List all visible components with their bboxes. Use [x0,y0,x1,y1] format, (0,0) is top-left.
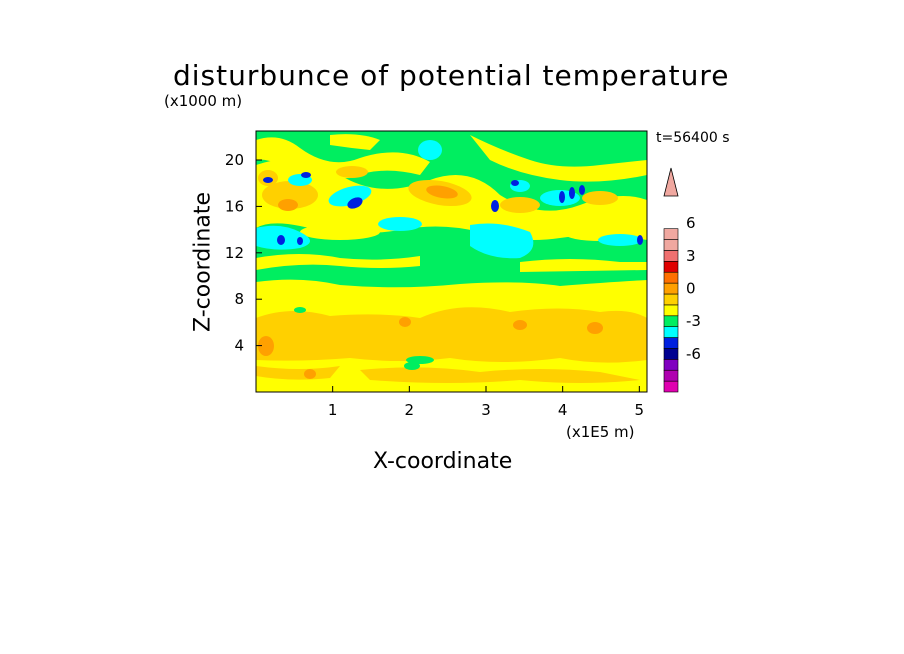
colorbar: 6 3 0 -3 -6 [663,167,701,393]
y-tick-label: 20 [225,151,244,169]
x-tick-label: 5 [635,401,645,419]
x-axis-unit: (x1E5 m) [566,423,635,441]
colorbar-swatch [663,359,679,371]
colorbar-tick-label: 6 [686,214,696,232]
colorbar-swatch [663,326,679,338]
colorbar-swatch [663,282,679,295]
colorbar-tick-label: 3 [686,247,696,265]
colorbar-swatch [663,228,679,240]
colorbar-swatch [663,239,679,251]
colorbar-tick-label: 0 [686,280,696,298]
x-axis-label: X-coordinate [373,449,513,474]
colorbar-swatch [663,250,679,262]
chart-title: disturbunce of potential temperature [173,59,730,92]
colorbar-swatch [663,261,679,273]
colorbar-swatch [663,304,679,317]
colorbar-tick-label: -6 [686,345,701,363]
time-label: t=56400 s [656,130,730,146]
plot-frame [255,130,648,393]
colorbar-swatch [663,369,679,382]
colorbar-tick-label: -3 [686,312,701,330]
y-tick-label: 4 [234,337,244,355]
x-tick-label: 3 [481,401,491,419]
colorbar-swatch [663,380,679,393]
plot-area [256,131,647,392]
colorbar-extension [663,167,679,197]
x-tick-label: 4 [558,401,568,419]
colorbar-swatch [663,348,679,360]
y-tick-label: 16 [225,197,244,215]
y-axis-unit: (x1000 m) [164,92,243,110]
x-axis: 1 2 3 4 5 [328,386,644,419]
x-tick-label: 1 [328,401,338,419]
colorbar-swatch [663,337,679,349]
y-tick-label: 8 [234,290,244,308]
x-tick-label: 2 [405,401,415,419]
colorbar-swatch [663,315,679,327]
y-axis: 4 8 12 16 20 [225,151,262,355]
colorbar-swatch [663,293,679,306]
y-tick-label: 12 [225,244,244,262]
colorbar-swatch [663,271,679,284]
